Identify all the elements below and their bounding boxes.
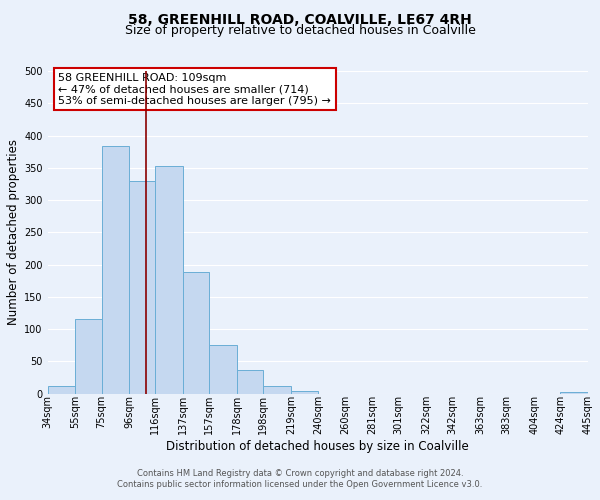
Bar (263, 386, 291, 394)
Bar (237, 370, 263, 394)
Text: Size of property relative to detached houses in Coalville: Size of property relative to detached ho… (125, 24, 475, 37)
Bar (129, 180, 155, 394)
Bar (183, 272, 209, 394)
Bar (291, 390, 319, 394)
Bar (101, 146, 129, 394)
Text: Contains public sector information licensed under the Open Government Licence v3: Contains public sector information licen… (118, 480, 482, 489)
Bar (47, 386, 75, 394)
X-axis label: Distribution of detached houses by size in Coalville: Distribution of detached houses by size … (166, 440, 469, 453)
Y-axis label: Number of detached properties: Number of detached properties (7, 140, 20, 326)
Bar (560, 392, 588, 394)
Text: Contains HM Land Registry data © Crown copyright and database right 2024.: Contains HM Land Registry data © Crown c… (137, 468, 463, 477)
Text: 58, GREENHILL ROAD, COALVILLE, LE67 4RH: 58, GREENHILL ROAD, COALVILLE, LE67 4RH (128, 12, 472, 26)
Text: 58 GREENHILL ROAD: 109sqm
← 47% of detached houses are smaller (714)
53% of semi: 58 GREENHILL ROAD: 109sqm ← 47% of detac… (58, 72, 331, 106)
Bar (75, 320, 101, 394)
Bar (155, 166, 183, 394)
Bar (209, 346, 237, 394)
